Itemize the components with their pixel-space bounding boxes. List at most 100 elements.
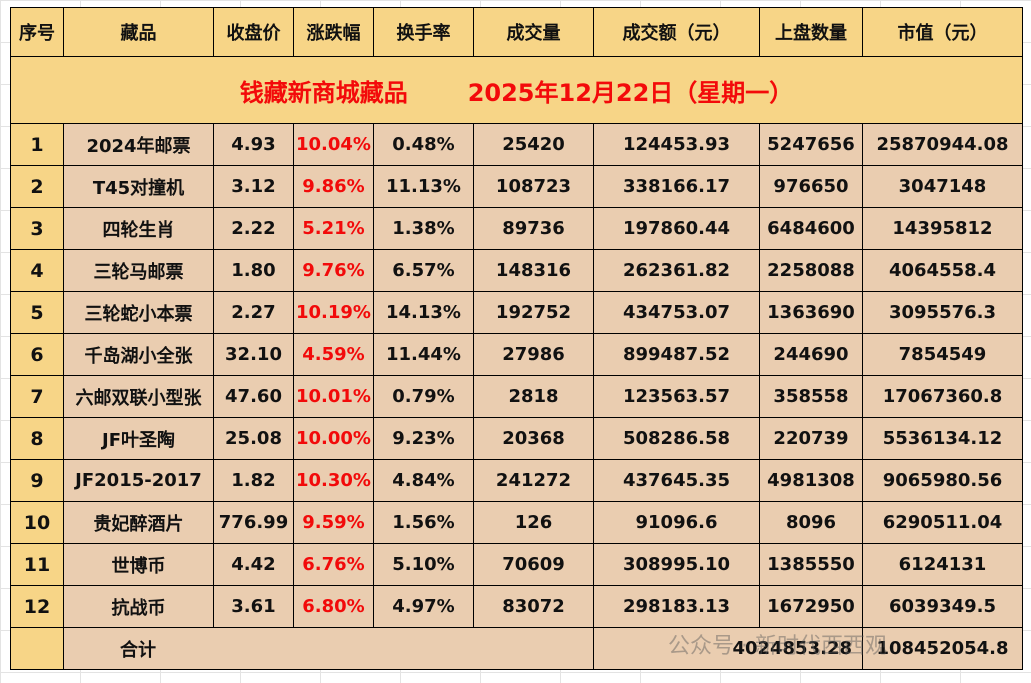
cell-amount: 298183.13 bbox=[593, 585, 760, 628]
cell-item: JF2015-2017 bbox=[63, 459, 214, 502]
total-amount: 4024853.28 bbox=[593, 627, 863, 670]
cell-listed-quantity: 1672950 bbox=[759, 585, 863, 628]
column-header-close-price: 收盘价 bbox=[213, 7, 294, 57]
cell-listed-quantity: 244690 bbox=[759, 333, 863, 376]
cell-amount: 91096.6 bbox=[593, 501, 760, 544]
cell-volume: 192752 bbox=[473, 291, 594, 334]
cell-market-value: 3095576.3 bbox=[862, 291, 1023, 334]
cell-close-price: 3.61 bbox=[213, 585, 294, 628]
cell-market-value: 6039349.5 bbox=[862, 585, 1023, 628]
cell-turnover-rate: 11.13% bbox=[373, 165, 474, 208]
cell-change: 9.76% bbox=[293, 249, 374, 292]
table-row: 5 三轮蛇小本票 2.27 10.19% 14.13% 192752 434753.07 13… bbox=[10, 291, 1023, 334]
table-row: 2 T45对撞机 3.12 9.86% 11.13% 108723 338166.17 976… bbox=[10, 165, 1023, 208]
total-index-cell bbox=[10, 627, 64, 670]
table-row: 1 2024年邮票 4.93 10.04% 0.48% 25420 124453.93 524… bbox=[10, 123, 1023, 166]
cell-turnover-rate: 14.13% bbox=[373, 291, 474, 334]
cell-amount: 308995.10 bbox=[593, 543, 760, 586]
cell-item: 2024年邮票 bbox=[63, 123, 214, 166]
cell-volume: 126 bbox=[473, 501, 594, 544]
cell-change: 10.30% bbox=[293, 459, 374, 502]
column-header-amount: 成交额（元） bbox=[593, 7, 760, 57]
cell-amount: 197860.44 bbox=[593, 207, 760, 250]
column-header-market-value: 市值（元） bbox=[862, 7, 1023, 57]
cell-close-price: 1.80 bbox=[213, 249, 294, 292]
cell-turnover-rate: 9.23% bbox=[373, 417, 474, 460]
cell-index: 9 bbox=[10, 459, 64, 502]
cell-index: 8 bbox=[10, 417, 64, 460]
table-row: 10 贵妃醉酒片 776.99 9.59% 1.56% 126 91096.6 8096 629… bbox=[10, 501, 1023, 544]
cell-index: 3 bbox=[10, 207, 64, 250]
column-header-listed-quantity: 上盘数量 bbox=[759, 7, 863, 57]
cell-close-price: 4.93 bbox=[213, 123, 294, 166]
table-row: 11 世博币 4.42 6.76% 5.10% 70609 308995.10 1385550… bbox=[10, 543, 1023, 586]
cell-amount: 508286.58 bbox=[593, 417, 760, 460]
cell-index: 6 bbox=[10, 333, 64, 376]
cell-index: 2 bbox=[10, 165, 64, 208]
table-row: 8 JF叶圣陶 25.08 10.00% 9.23% 20368 508286.58 2207… bbox=[10, 417, 1023, 460]
collectibles-table: 钱藏新商城藏品 2025年12月22日（星期一） 序号 藏品 收盘价 涨跌幅 换手率 成交量… bbox=[10, 7, 1023, 670]
cell-market-value: 25870944.08 bbox=[862, 123, 1023, 166]
cell-listed-quantity: 220739 bbox=[759, 417, 863, 460]
cell-market-value: 9065980.56 bbox=[862, 459, 1023, 502]
cell-index: 11 bbox=[10, 543, 64, 586]
cell-market-value: 6124131 bbox=[862, 543, 1023, 586]
cell-market-value: 3047148 bbox=[862, 165, 1023, 208]
column-header-turnover-rate: 换手率 bbox=[373, 7, 474, 57]
cell-listed-quantity: 2258088 bbox=[759, 249, 863, 292]
cell-volume: 25420 bbox=[473, 123, 594, 166]
cell-market-value: 14395812 bbox=[862, 207, 1023, 250]
cell-turnover-rate: 0.79% bbox=[373, 375, 474, 418]
cell-amount: 434753.07 bbox=[593, 291, 760, 334]
page-title: 钱藏新商城藏品 2025年12月22日（星期一） bbox=[10, 56, 1023, 124]
total-row: 合计 4024853.28 108452054.8 bbox=[10, 627, 1023, 670]
cell-turnover-rate: 11.44% bbox=[373, 333, 474, 376]
cell-volume: 241272 bbox=[473, 459, 594, 502]
cell-change: 9.59% bbox=[293, 501, 374, 544]
cell-item: 世博币 bbox=[63, 543, 214, 586]
cell-listed-quantity: 6484600 bbox=[759, 207, 863, 250]
cell-volume: 89736 bbox=[473, 207, 594, 250]
column-header-item: 藏品 bbox=[63, 7, 214, 57]
cell-close-price: 2.22 bbox=[213, 207, 294, 250]
cell-change: 6.80% bbox=[293, 585, 374, 628]
cell-close-price: 32.10 bbox=[213, 333, 294, 376]
cell-item: T45对撞机 bbox=[63, 165, 214, 208]
cell-listed-quantity: 1363690 bbox=[759, 291, 863, 334]
cell-amount: 338166.17 bbox=[593, 165, 760, 208]
cell-amount: 123563.57 bbox=[593, 375, 760, 418]
cell-market-value: 7854549 bbox=[862, 333, 1023, 376]
table-row: 3 四轮生肖 2.22 5.21% 1.38% 89736 197860.44 6484600… bbox=[10, 207, 1023, 250]
cell-volume: 27986 bbox=[473, 333, 594, 376]
cell-turnover-rate: 5.10% bbox=[373, 543, 474, 586]
cell-index: 1 bbox=[10, 123, 64, 166]
cell-listed-quantity: 5247656 bbox=[759, 123, 863, 166]
cell-volume: 2818 bbox=[473, 375, 594, 418]
cell-close-price: 4.42 bbox=[213, 543, 294, 586]
cell-amount: 899487.52 bbox=[593, 333, 760, 376]
cell-amount: 437645.35 bbox=[593, 459, 760, 502]
cell-item: 三轮马邮票 bbox=[63, 249, 214, 292]
cell-change: 5.21% bbox=[293, 207, 374, 250]
cell-amount: 124453.93 bbox=[593, 123, 760, 166]
cell-close-price: 47.60 bbox=[213, 375, 294, 418]
cell-listed-quantity: 1385550 bbox=[759, 543, 863, 586]
cell-change: 6.76% bbox=[293, 543, 374, 586]
cell-index: 5 bbox=[10, 291, 64, 334]
cell-listed-quantity: 8096 bbox=[759, 501, 863, 544]
cell-turnover-rate: 1.56% bbox=[373, 501, 474, 544]
cell-volume: 148316 bbox=[473, 249, 594, 292]
cell-market-value: 4064558.4 bbox=[862, 249, 1023, 292]
cell-market-value: 5536134.12 bbox=[862, 417, 1023, 460]
column-header-volume: 成交量 bbox=[473, 7, 594, 57]
cell-volume: 83072 bbox=[473, 585, 594, 628]
cell-index: 4 bbox=[10, 249, 64, 292]
cell-item: 四轮生肖 bbox=[63, 207, 214, 250]
cell-change: 10.00% bbox=[293, 417, 374, 460]
cell-turnover-rate: 0.48% bbox=[373, 123, 474, 166]
total-label: 合计 bbox=[63, 627, 594, 670]
cell-turnover-rate: 4.84% bbox=[373, 459, 474, 502]
column-header-change: 涨跌幅 bbox=[293, 7, 374, 57]
cell-close-price: 776.99 bbox=[213, 501, 294, 544]
header-row: 序号 藏品 收盘价 涨跌幅 换手率 成交量 成交额（元） 上盘数量 市值（元） bbox=[10, 7, 1023, 57]
